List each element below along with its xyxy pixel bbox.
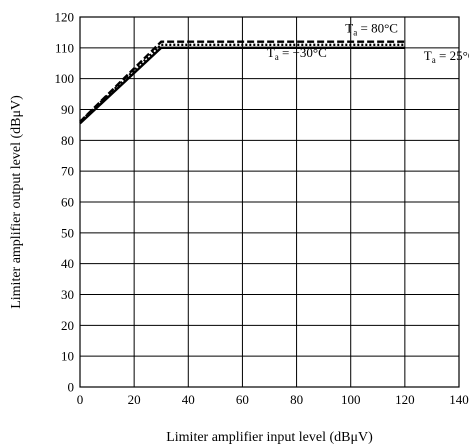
x-tick-label: 120	[395, 392, 415, 407]
series-annotation: Ta = −30°C	[267, 45, 327, 62]
x-tick-label: 20	[128, 392, 141, 407]
y-tick-label: 60	[61, 195, 74, 210]
y-tick-label: 0	[68, 380, 75, 395]
x-tick-label: 40	[182, 392, 195, 407]
x-axis-label: Limiter amplifier input level (dBμV)	[166, 430, 373, 445]
y-tick-label: 20	[61, 318, 74, 333]
grid-lines	[79, 16, 460, 388]
plot-frame	[79, 16, 460, 388]
y-tick-label: 120	[55, 10, 75, 25]
y-tick-label: 100	[55, 71, 75, 86]
data-series	[79, 40, 405, 125]
y-tick-label: 80	[61, 133, 74, 148]
series-annotation: Ta = 80°C	[345, 20, 398, 37]
x-tick-label: 100	[341, 392, 361, 407]
tick-labels: 0 20 40 60 80 100 120 140 0 10 20 30 40 50 60 70 80 90 100…	[55, 10, 469, 408]
series-line	[79, 40, 405, 123]
y-tick-label: 10	[61, 349, 74, 364]
series-line	[79, 43, 405, 123]
y-tick-label: 30	[61, 287, 74, 302]
series-line	[79, 46, 405, 125]
x-tick-label: 80	[290, 392, 303, 407]
x-tick-label: 60	[236, 392, 249, 407]
y-tick-label: 110	[55, 40, 74, 55]
x-tick-label: 140	[449, 392, 469, 407]
y-tick-label: 70	[61, 164, 74, 179]
annotations: Ta = 80°C Ta = −30°C Ta = 25°C	[267, 20, 469, 65]
y-tick-label: 40	[61, 256, 74, 271]
y-tick-label: 50	[61, 225, 74, 240]
series-annotation: Ta = 25°C	[424, 48, 469, 65]
x-tick-label: 0	[77, 392, 84, 407]
y-tick-label: 90	[61, 102, 74, 117]
y-axis-label: Limiter amplifier output level (dBμV)	[9, 95, 24, 309]
